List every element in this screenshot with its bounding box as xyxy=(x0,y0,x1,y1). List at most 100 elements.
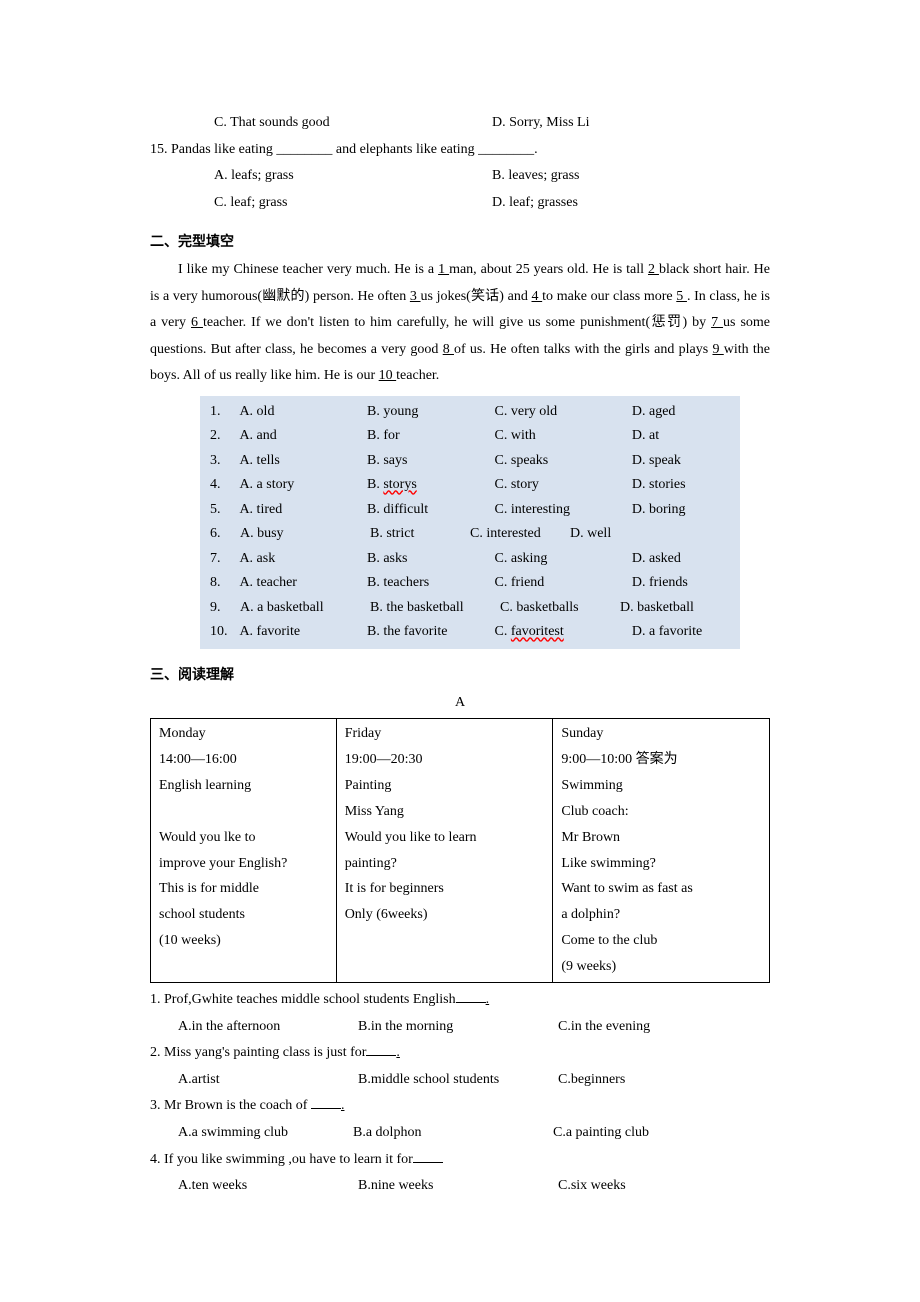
q15-row2: C. leaf; grass D. leaf; grasses xyxy=(150,190,770,217)
table-col3: Sunday9:00—10:00 答案为SwimmingClub coach:M… xyxy=(553,719,770,983)
reading-opt-c: C.six weeks xyxy=(558,1173,718,1200)
q15-d: D. leaf; grasses xyxy=(492,190,770,217)
cloze-num: 6. xyxy=(210,522,240,547)
table-cell-line: (9 weeks) xyxy=(561,954,761,980)
cloze-num: 7. xyxy=(210,547,239,572)
cloze-num: 10. xyxy=(210,620,239,645)
cloze-opt-d: D. boring xyxy=(632,498,730,523)
reading-opt-a: A.in the afternoon xyxy=(178,1014,358,1041)
cloze-opt-b: B. says xyxy=(367,449,495,474)
cloze-opt-d: D. aged xyxy=(632,400,730,425)
cloze-opt-a: A. ask xyxy=(239,547,367,572)
cloze-opt-b: B. storys xyxy=(367,473,495,498)
cloze-num: 5. xyxy=(210,498,239,523)
cloze-opt-c: C. interested xyxy=(470,522,570,547)
table-cell-line xyxy=(159,799,328,825)
table-cell-line: Friday xyxy=(345,721,545,747)
cloze-option-row: 3.A. tellsB. saysC. speaksD. speak xyxy=(200,449,740,474)
table-cell-line: Like swimming? xyxy=(561,851,761,877)
cloze-opt-a: A. busy xyxy=(240,522,370,547)
cloze-opt-b: B. for xyxy=(367,424,495,449)
cloze-b2: 2 xyxy=(648,262,659,277)
cloze-num: 1. xyxy=(210,400,239,425)
reading-q-stem: 2. Miss yang's painting class is just fo… xyxy=(150,1040,770,1067)
table-cell-line: Mr Brown xyxy=(561,825,761,851)
cloze-b8: 8 xyxy=(443,342,454,357)
cloze-p7: teacher. If we don't listen to him caref… xyxy=(203,315,711,330)
cloze-b1: 1 xyxy=(438,262,449,277)
cloze-opt-b: B. difficult xyxy=(367,498,495,523)
cloze-p2: man, about 25 years old. He is tall xyxy=(449,262,648,277)
cloze-option-row: 2.A. andB. forC. withD. at xyxy=(200,424,740,449)
cloze-opt-c: C. favoritest xyxy=(495,620,632,645)
cloze-opt-b: B. the favorite xyxy=(367,620,495,645)
cloze-b9: 9 xyxy=(712,342,723,357)
cloze-opt-a: A. favorite xyxy=(239,620,367,645)
reading-q-stem: 1. Prof,Gwhite teaches middle school stu… xyxy=(150,987,770,1014)
q14-c: C. That sounds good xyxy=(214,110,492,137)
cloze-opt-c: C. very old xyxy=(495,400,632,425)
table-cell-line: Would you like to learn xyxy=(345,825,545,851)
cloze-option-row: 7.A. askB. asksC. askingD. asked xyxy=(200,547,740,572)
table-cell-line: Only (6weeks) xyxy=(345,902,545,928)
cloze-num: 2. xyxy=(210,424,239,449)
reading-q-stem: 3. Mr Brown is the coach of . xyxy=(150,1093,770,1120)
cloze-options-table: 1.A. oldB. youngC. very oldD. aged2.A. a… xyxy=(200,396,740,649)
q15-b: B. leaves; grass xyxy=(492,163,770,190)
cloze-opt-b: B. the basketball xyxy=(370,596,500,621)
table-cell-line: (10 weeks) xyxy=(159,928,328,954)
cloze-opt-d: D. speak xyxy=(632,449,730,474)
cloze-opt-b: B. strict xyxy=(370,522,470,547)
reading-opt-c: C.beginners xyxy=(558,1067,718,1094)
table-cell-line: Monday xyxy=(159,721,328,747)
reading-opt-b: B.in the morning xyxy=(358,1014,558,1041)
cloze-b5: 5 xyxy=(676,289,687,304)
cloze-num: 3. xyxy=(210,449,239,474)
reading-opt-b: B.nine weeks xyxy=(358,1173,558,1200)
table-cell-line: 14:00—16:00 xyxy=(159,747,328,773)
cloze-passage: I like my Chinese teacher very much. He … xyxy=(150,257,770,390)
q15-row1: A. leafs; grass B. leaves; grass xyxy=(150,163,770,190)
cloze-opt-d: D. a favorite xyxy=(632,620,730,645)
cloze-num: 8. xyxy=(210,571,239,596)
cloze-option-row: 8.A. teacherB. teachersC. friendD. frien… xyxy=(200,571,740,596)
reading-q-opts: A.in the afternoonB.in the morningC.in t… xyxy=(150,1014,770,1041)
table-cell-line: 9:00—10:00 答案为 xyxy=(561,747,761,773)
table-cell-line: English learning xyxy=(159,773,328,799)
cloze-option-row: 1.A. oldB. youngC. very oldD. aged xyxy=(200,400,740,425)
table-cell-line: Painting xyxy=(345,773,545,799)
q14-options-cd: C. That sounds good D. Sorry, Miss Li xyxy=(150,110,770,137)
table-cell-line: a dolphin? xyxy=(561,902,761,928)
cloze-opt-c: C. with xyxy=(495,424,632,449)
cloze-option-row: 10.A. favoriteB. the favoriteC. favorite… xyxy=(200,620,740,645)
cloze-b6: 6 xyxy=(191,315,203,330)
reading-q-opts: A.artistB.middle school studentsC.beginn… xyxy=(150,1067,770,1094)
cloze-b3: 3 xyxy=(410,289,421,304)
cloze-opt-a: A. tells xyxy=(239,449,367,474)
reading-a-label: A xyxy=(150,690,770,717)
q15-a: A. leafs; grass xyxy=(214,163,492,190)
cloze-opt-d: D. well xyxy=(570,522,670,547)
table-cell-line: Would you lke to xyxy=(159,825,328,851)
cloze-b7: 7 xyxy=(711,315,723,330)
table-cell-line: Miss Yang xyxy=(345,799,545,825)
q14-d: D. Sorry, Miss Li xyxy=(492,110,770,137)
reading-opt-a: A.artist xyxy=(178,1067,358,1094)
reading-table-a: Monday14:00—16:00English learning Would … xyxy=(150,718,770,983)
reading-q-opts: A.ten weeksB.nine weeksC.six weeks xyxy=(150,1173,770,1200)
cloze-option-row: 5.A. tiredB. difficultC. interestingD. b… xyxy=(200,498,740,523)
q15-c: C. leaf; grass xyxy=(214,190,492,217)
table-cell-line: Swimming xyxy=(561,773,761,799)
reading-opt-a: A.ten weeks xyxy=(178,1173,358,1200)
cloze-opt-b: B. asks xyxy=(367,547,495,572)
cloze-num: 4. xyxy=(210,473,239,498)
cloze-p9: of us. He often talks with the girls and… xyxy=(454,342,713,357)
table-cell-line xyxy=(345,928,545,954)
cloze-opt-c: C. speaks xyxy=(495,449,632,474)
cloze-p11: teacher. xyxy=(396,368,439,383)
table-col2: Friday19:00—20:30PaintingMiss YangWould … xyxy=(336,719,553,983)
reading-questions: 1. Prof,Gwhite teaches middle school stu… xyxy=(150,987,770,1200)
cloze-opt-a: A. a basketball xyxy=(240,596,370,621)
table-cell-line: Want to swim as fast as xyxy=(561,876,761,902)
cloze-opt-b: B. teachers xyxy=(367,571,495,596)
